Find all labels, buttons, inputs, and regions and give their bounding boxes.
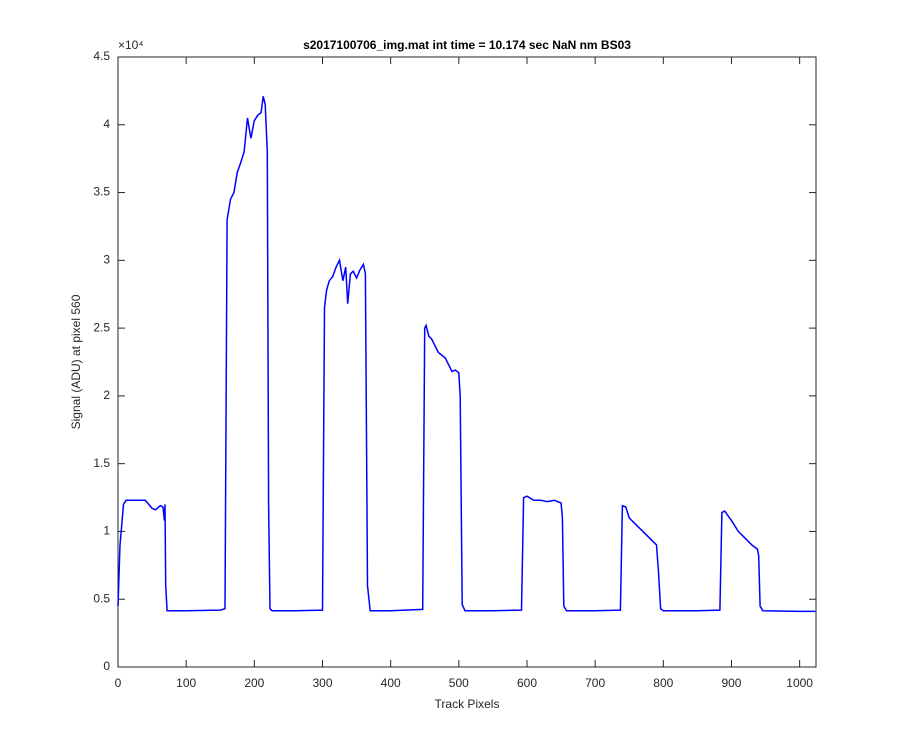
y-tick-label: 3 <box>103 253 110 267</box>
plot-frame <box>117 56 817 668</box>
y-tick-label: 2.5 <box>93 320 110 334</box>
x-tick-label: 900 <box>721 676 741 690</box>
data-line <box>117 96 816 613</box>
x-tick-label: 0 <box>115 676 122 690</box>
x-tick-label: 400 <box>381 676 401 690</box>
y-tick-label: 1 <box>103 524 110 538</box>
x-tick-label: 600 <box>517 676 537 690</box>
y-tick-label: 0 <box>103 659 110 673</box>
y-tick-label: 3.5 <box>93 185 110 199</box>
x-axis-label: Track Pixels <box>435 697 500 711</box>
x-tick-label: 500 <box>449 676 469 690</box>
y-tick-label: 4 <box>103 117 110 131</box>
x-tick-label: 800 <box>653 676 673 690</box>
y-axis-label: Signal (ADU) at pixel 560 <box>69 294 83 429</box>
x-tick-label: 1000 <box>786 676 813 690</box>
y-tick-label: 1.5 <box>93 456 110 470</box>
x-tick-label: 200 <box>244 676 264 690</box>
y-tick-label: 0.5 <box>93 591 110 605</box>
y-tick-label: 4.5 <box>93 49 110 63</box>
y-multiplier: ×10⁴ <box>118 38 144 52</box>
y-tick-label: 2 <box>103 388 110 402</box>
x-tick-label: 700 <box>585 676 605 690</box>
chart-title: s2017100706_img.mat int time = 10.174 se… <box>303 38 631 52</box>
x-tick-label: 300 <box>312 676 332 690</box>
x-tick-label: 100 <box>176 676 196 690</box>
